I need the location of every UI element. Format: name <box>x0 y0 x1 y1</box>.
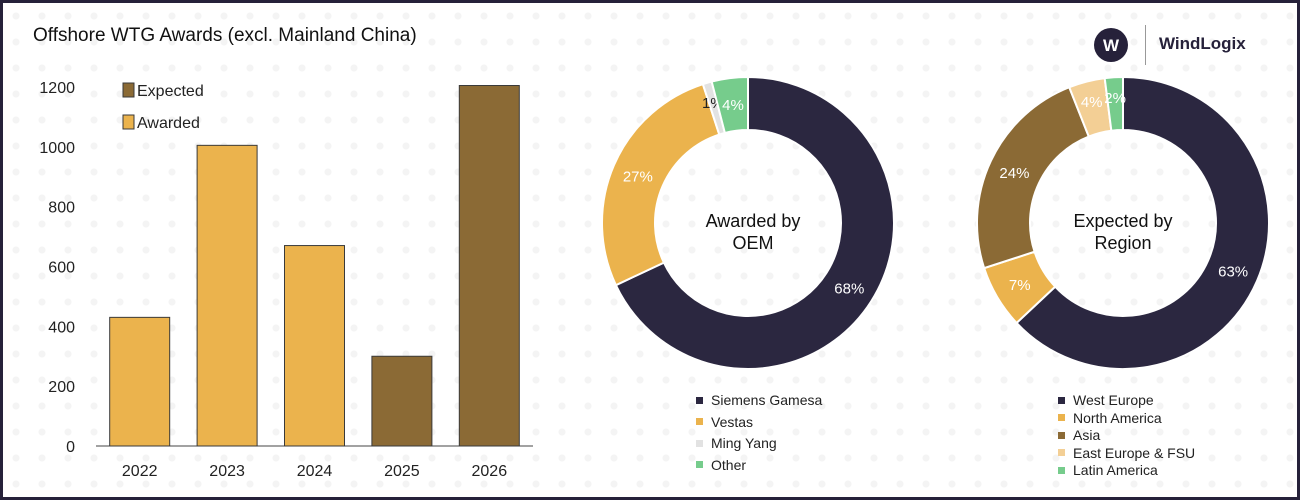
legend-item: Siemens Gamesa <box>696 392 822 408</box>
donut-value-label: 2% <box>1104 90 1126 107</box>
y-tick-label: 400 <box>48 319 75 336</box>
bar-expected-2025 <box>371 355 433 447</box>
donut-chart-oem: 68%27%1%4% <box>601 75 895 370</box>
donut-value-label: 4% <box>1081 94 1103 111</box>
legend-label: West Europe <box>1073 392 1154 408</box>
bar-awarded-2024 <box>284 245 345 447</box>
brand-mark-letter: W <box>1103 36 1120 55</box>
brand-mark-icon: W <box>1094 28 1128 62</box>
x-tick-label: 2026 <box>472 463 508 480</box>
legend-swatch <box>1058 396 1065 404</box>
brand-logo: W WindLogix <box>1093 25 1293 69</box>
legend-swatch <box>696 461 703 469</box>
legend-item: Vestas <box>696 414 753 430</box>
donut-slice-vestas <box>601 82 721 287</box>
legend-item: Ming Yang <box>696 435 777 451</box>
legend-label: Other <box>711 456 747 473</box>
legend-swatch <box>696 439 703 447</box>
donut-value-label: 4% <box>722 97 744 114</box>
donut-value-label: 68% <box>834 280 864 297</box>
legend-label: Asia <box>1073 427 1101 443</box>
x-tick-label: 2023 <box>209 463 245 480</box>
legend-label: North America <box>1073 409 1162 426</box>
bar-chart: 0 200 400 600 800 1000 1200 2022 2023 2024 2025 202… <box>39 80 533 480</box>
legend-swatch-expected <box>122 82 135 98</box>
legend-swatch <box>696 396 703 404</box>
donut-slice-other <box>710 75 749 135</box>
y-tick-label: 600 <box>48 260 75 277</box>
donut-region-center-line-2: Region <box>1094 233 1152 253</box>
x-tick-label: 2022 <box>122 463 158 480</box>
y-tick-label: 1200 <box>39 80 75 97</box>
donut-oem-center-line-1: Awarded by <box>705 211 801 231</box>
donut-oem-center-line-2: OEM <box>732 233 774 253</box>
legend-label: Ming Yang <box>711 435 777 451</box>
x-tick-label: 2024 <box>297 463 333 480</box>
legend-item: Latin America <box>1058 462 1158 478</box>
legend-item: West Europe <box>1058 392 1154 408</box>
x-tick-label: 2025 <box>384 463 420 480</box>
legend-region: West Europe North America Asia East Europe … <box>1058 392 1278 492</box>
donut-value-label: 27% <box>623 168 653 185</box>
bar-awarded-2022 <box>109 316 171 447</box>
bar-awarded-2023 <box>196 144 258 447</box>
legend-label-awarded: Awarded <box>137 115 200 132</box>
donut-slice-west-europe <box>1015 75 1270 370</box>
y-tick-label: 0 <box>66 439 75 456</box>
legend-label-expected: Expected <box>137 83 204 100</box>
logo-divider <box>1145 25 1146 65</box>
legend-item: Other <box>696 457 746 473</box>
donut-value-label: 7% <box>1009 277 1031 294</box>
y-tick-label: 800 <box>48 200 75 217</box>
donut-region-center-label: Expected by Region <box>1043 210 1203 254</box>
donut-region-center-line-1: Expected by <box>1073 211 1173 231</box>
legend-oem: Siemens Gamesa Vestas Ming Yang Other <box>696 392 916 482</box>
donut-slice-latin-america <box>1103 75 1124 132</box>
legend-swatch <box>1058 466 1065 474</box>
legend-swatch <box>1058 414 1065 422</box>
legend-swatch <box>696 418 703 426</box>
donut-value-label: 63% <box>1218 264 1248 281</box>
bar-expected-2026 <box>458 85 520 447</box>
legend-label: Vestas <box>711 413 754 430</box>
legend-swatch <box>1058 449 1065 457</box>
y-tick-label: 200 <box>48 379 75 396</box>
page-title: Offshore WTG Awards (excl. Mainland Chin… <box>33 25 417 46</box>
y-tick-label: 1000 <box>39 140 75 157</box>
brand-name: WindLogix <box>1159 34 1246 53</box>
legend-item: Asia <box>1058 427 1100 443</box>
legend-swatch-awarded <box>122 114 135 130</box>
donut-oem-center-label: Awarded by OEM <box>673 210 833 254</box>
legend-swatch <box>1058 431 1065 439</box>
legend-label: East Europe & FSU <box>1073 444 1196 461</box>
legend-label: Siemens Gamesa <box>711 392 823 408</box>
legend-label: Latin America <box>1073 462 1158 478</box>
legend-item: North America <box>1058 410 1162 426</box>
donut-value-label: 24% <box>999 165 1029 182</box>
donut-chart-region: 63% 7% 24% 4% 2% <box>976 75 1270 370</box>
legend-item: East Europe & FSU <box>1058 445 1195 461</box>
donut-slice-siemens-gamesa <box>614 75 895 370</box>
